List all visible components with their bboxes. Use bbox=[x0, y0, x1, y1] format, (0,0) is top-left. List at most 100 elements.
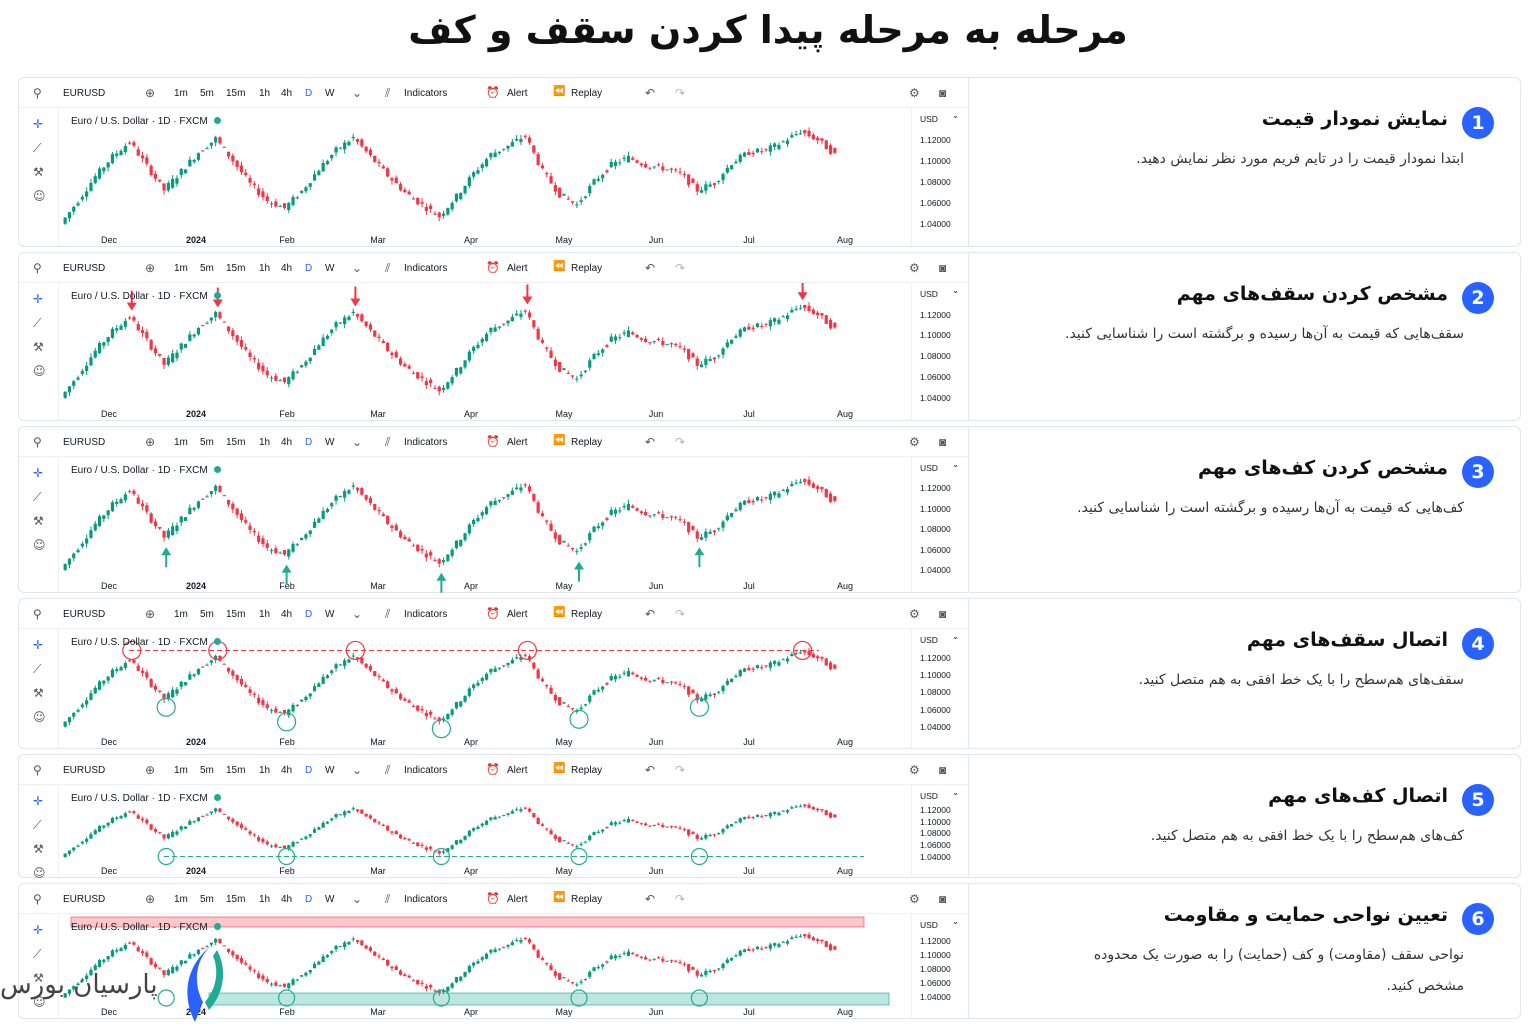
chevron-down-icon[interactable]: ⌄ bbox=[352, 435, 363, 449]
pattern-tool-icon[interactable]: ⚒ bbox=[33, 842, 44, 856]
interval-15m[interactable]: 15m bbox=[226, 894, 246, 905]
alert-icon[interactable]: ⏰ bbox=[486, 893, 500, 905]
indicators-button[interactable]: Indicators bbox=[404, 894, 448, 905]
interval-w[interactable]: W bbox=[325, 88, 335, 99]
interval-1m[interactable]: 1m bbox=[174, 894, 188, 905]
redo-icon[interactable]: ↷ bbox=[675, 763, 686, 777]
replay-button[interactable]: Replay bbox=[571, 894, 603, 905]
emoji-tool-icon[interactable]: ☺ bbox=[33, 364, 46, 378]
indicators-icon[interactable]: ⫽ bbox=[385, 892, 391, 906]
undo-icon[interactable]: ↶ bbox=[645, 86, 656, 100]
interval-4h[interactable]: 4h bbox=[281, 88, 293, 99]
interval-1h[interactable]: 1h bbox=[259, 263, 271, 274]
search-icon[interactable]: ⚲ bbox=[33, 261, 42, 275]
price-scale[interactable]: USD ⌄ 1.12000 1.10000 1.08000 1.06000 1.04000 bbox=[911, 283, 968, 420]
emoji-tool-icon[interactable]: ☺ bbox=[33, 189, 46, 203]
indicators-button[interactable]: Indicators bbox=[404, 88, 448, 99]
currency-label[interactable]: USD bbox=[920, 289, 938, 299]
interval-1m[interactable]: 1m bbox=[174, 263, 188, 274]
price-scale[interactable]: USD ⌄ 1.12000 1.10000 1.08000 1.06000 1.04000 bbox=[911, 914, 968, 1018]
symbol-button[interactable]: EURUSD bbox=[63, 437, 106, 448]
trendline-icon[interactable]: ⟋ bbox=[33, 818, 42, 832]
camera-icon[interactable]: ◙ bbox=[939, 261, 947, 275]
interval-4h[interactable]: 4h bbox=[281, 894, 293, 905]
camera-icon[interactable]: ◙ bbox=[939, 435, 947, 449]
currency-label[interactable]: USD bbox=[920, 791, 938, 801]
chevron-down-icon[interactable]: ⌄ bbox=[352, 86, 363, 100]
replay-icon[interactable]: ⏪ bbox=[553, 435, 566, 446]
emoji-tool-icon[interactable]: ☺ bbox=[33, 995, 46, 1009]
trendline-icon[interactable]: ⟋ bbox=[33, 316, 42, 330]
price-scale[interactable]: USD ⌄ 1.12000 1.10000 1.08000 1.06000 1.04000 bbox=[911, 785, 968, 877]
replay-icon[interactable]: ⏪ bbox=[553, 892, 566, 903]
chevron-down-icon[interactable]: ⌄ bbox=[952, 631, 960, 641]
crosshair-icon[interactable]: ✛ bbox=[33, 923, 44, 937]
indicators-button[interactable]: Indicators bbox=[404, 437, 448, 448]
replay-button[interactable]: Replay bbox=[571, 263, 603, 274]
chevron-down-icon[interactable]: ⌄ bbox=[352, 763, 363, 777]
interval-4h[interactable]: 4h bbox=[281, 609, 293, 620]
crosshair-icon[interactable]: ✛ bbox=[33, 117, 44, 131]
undo-icon[interactable]: ↶ bbox=[645, 261, 656, 275]
trendline-icon[interactable]: ⟋ bbox=[33, 490, 42, 504]
add-symbol-icon[interactable]: ⊕ bbox=[145, 763, 156, 777]
symbol-button[interactable]: EURUSD bbox=[63, 609, 106, 620]
pattern-tool-icon[interactable]: ⚒ bbox=[33, 971, 44, 985]
search-icon[interactable]: ⚲ bbox=[33, 763, 42, 777]
replay-icon[interactable]: ⏪ bbox=[553, 86, 566, 97]
currency-label[interactable]: USD bbox=[920, 920, 938, 930]
alert-button[interactable]: Alert bbox=[507, 894, 528, 905]
interval-1h[interactable]: 1h bbox=[259, 609, 271, 620]
indicators-button[interactable]: Indicators bbox=[404, 765, 448, 776]
undo-icon[interactable]: ↶ bbox=[645, 607, 656, 621]
currency-label[interactable]: USD bbox=[920, 463, 938, 473]
gear-icon[interactable]: ⚙ bbox=[909, 892, 920, 906]
indicators-icon[interactable]: ⫽ bbox=[385, 435, 391, 449]
replay-button[interactable]: Replay bbox=[571, 88, 603, 99]
gear-icon[interactable]: ⚙ bbox=[909, 261, 920, 275]
trendline-icon[interactable]: ⟋ bbox=[33, 141, 42, 155]
pattern-tool-icon[interactable]: ⚒ bbox=[33, 165, 44, 179]
interval-w[interactable]: W bbox=[325, 437, 335, 448]
chevron-down-icon[interactable]: ⌄ bbox=[352, 607, 363, 621]
indicators-icon[interactable]: ⫽ bbox=[385, 763, 391, 777]
interval-4h[interactable]: 4h bbox=[281, 765, 293, 776]
redo-icon[interactable]: ↷ bbox=[675, 607, 686, 621]
interval-d[interactable]: D bbox=[305, 894, 313, 905]
redo-icon[interactable]: ↷ bbox=[675, 261, 686, 275]
chevron-down-icon[interactable]: ⌄ bbox=[352, 892, 363, 906]
alert-button[interactable]: Alert bbox=[507, 88, 528, 99]
redo-icon[interactable]: ↷ bbox=[675, 892, 686, 906]
gear-icon[interactable]: ⚙ bbox=[909, 86, 920, 100]
redo-icon[interactable]: ↷ bbox=[675, 435, 686, 449]
currency-label[interactable]: USD bbox=[920, 114, 938, 124]
price-scale[interactable]: USD ⌄ 1.12000 1.10000 1.08000 1.06000 1.04000 bbox=[911, 629, 968, 748]
interval-5m[interactable]: 5m bbox=[200, 609, 214, 620]
interval-d[interactable]: D bbox=[305, 765, 313, 776]
add-symbol-icon[interactable]: ⊕ bbox=[145, 86, 156, 100]
interval-d[interactable]: D bbox=[305, 437, 313, 448]
chevron-down-icon[interactable]: ⌄ bbox=[952, 285, 960, 295]
interval-4h[interactable]: 4h bbox=[281, 263, 293, 274]
add-symbol-icon[interactable]: ⊕ bbox=[145, 892, 156, 906]
symbol-button[interactable]: EURUSD bbox=[63, 894, 106, 905]
add-symbol-icon[interactable]: ⊕ bbox=[145, 261, 156, 275]
add-symbol-icon[interactable]: ⊕ bbox=[145, 435, 156, 449]
indicators-button[interactable]: Indicators bbox=[404, 609, 448, 620]
add-symbol-icon[interactable]: ⊕ bbox=[145, 607, 156, 621]
emoji-tool-icon[interactable]: ☺ bbox=[33, 866, 46, 880]
interval-5m[interactable]: 5m bbox=[200, 88, 214, 99]
interval-5m[interactable]: 5m bbox=[200, 765, 214, 776]
indicators-icon[interactable]: ⫽ bbox=[385, 607, 391, 621]
interval-d[interactable]: D bbox=[305, 609, 313, 620]
symbol-button[interactable]: EURUSD bbox=[63, 765, 106, 776]
interval-1m[interactable]: 1m bbox=[174, 437, 188, 448]
